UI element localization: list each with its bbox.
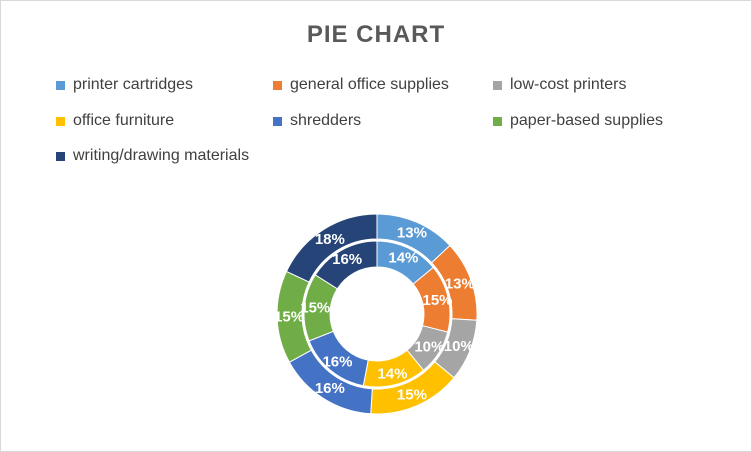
outer-ring [276, 213, 478, 415]
data-label: 10% [414, 339, 444, 356]
legend-item: writing/drawing materials [56, 146, 249, 166]
legend-label: paper-based supplies [510, 112, 663, 129]
data-label: 16% [315, 380, 345, 397]
legend-swatch [273, 80, 282, 90]
legend-label: printer cartridges [73, 76, 194, 93]
legend-item: paper-based supplies [493, 111, 663, 131]
data-label: 16% [322, 353, 352, 370]
data-label: 10% [444, 338, 474, 355]
legend-swatch [273, 116, 282, 126]
legend-item: general office supplies [273, 75, 449, 95]
data-label: 14% [388, 249, 418, 266]
data-label: 16% [332, 251, 362, 268]
legend-item: shredders [273, 111, 361, 131]
legend-label: office furniture [73, 112, 175, 129]
donut-slice [314, 240, 378, 290]
chart-title: PIE CHART [306, 21, 446, 48]
legend-swatch [493, 116, 502, 126]
legend-label: writing/drawing materials [73, 147, 250, 164]
data-label: 18% [315, 231, 345, 248]
data-label: 13% [397, 225, 427, 242]
data-label: 15% [274, 308, 304, 325]
legend-item: low-cost printers [493, 75, 626, 95]
data-label: 15% [300, 300, 330, 317]
data-label: 15% [397, 386, 427, 403]
donut-slice [285, 213, 378, 283]
legend-swatch [493, 80, 502, 90]
legend-swatch [56, 116, 65, 126]
legend-label: shredders [290, 112, 362, 129]
inner-ring [303, 240, 451, 388]
legend-label: general office supplies [290, 76, 449, 93]
data-label: 15% [422, 292, 452, 309]
legend-label: low-cost printers [510, 76, 627, 93]
legend-item: printer cartridges [56, 75, 193, 95]
data-label: 13% [445, 276, 475, 293]
legend-item: office furniture [56, 111, 174, 131]
legend-swatch [56, 80, 65, 90]
data-label: 14% [377, 366, 407, 383]
legend-swatch [56, 151, 65, 161]
